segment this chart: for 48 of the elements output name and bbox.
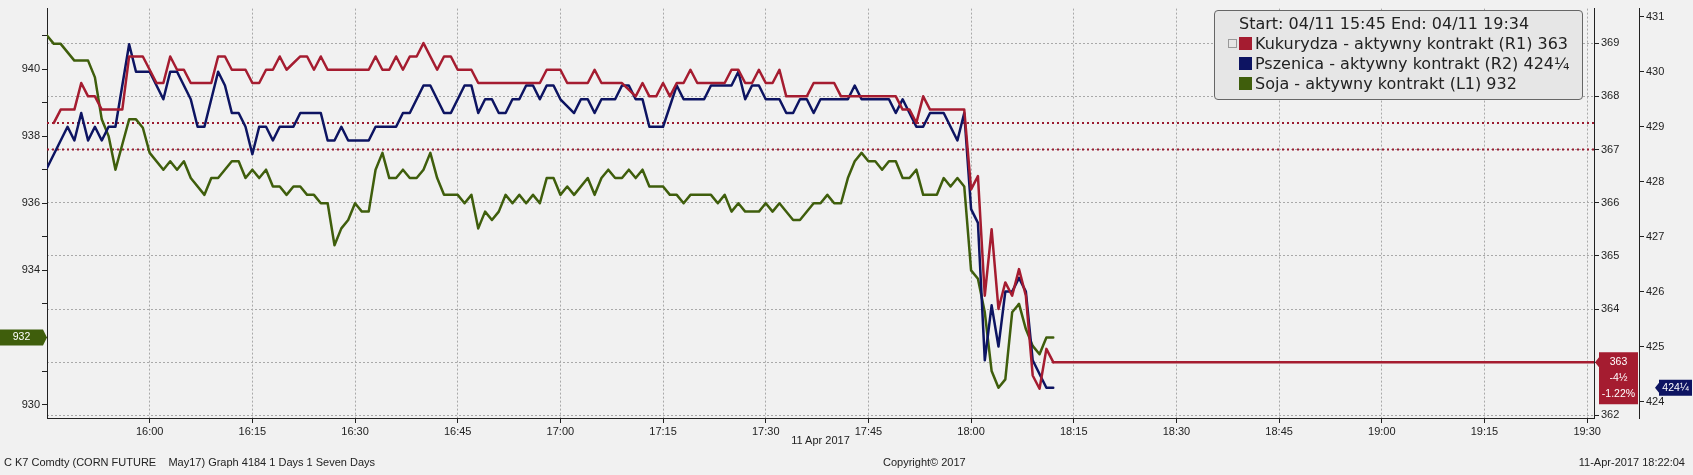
text: C K7 Comdty (CORN FUTURE May17) Graph 4184 1 Days 1 Seven Days bbox=[4, 456, 376, 468]
x-tick-label: 16:45 bbox=[443, 424, 472, 437]
x-tick-label: 18:45 bbox=[1265, 424, 1293, 437]
y2-tick-label: 365 bbox=[1601, 248, 1620, 261]
x-tick-label: 18:30 bbox=[1162, 424, 1191, 437]
text: 424¼ bbox=[1662, 380, 1689, 393]
text: 11-Apr-2017 18:22:04 bbox=[1578, 456, 1685, 468]
legend-title: Start: 04/11 15:45 End: 04/11 19:34 bbox=[1239, 13, 1531, 34]
y2-tick-label: 369 bbox=[1601, 36, 1620, 49]
x-tick-label: 19:00 bbox=[1368, 424, 1396, 437]
y2-tick-label: 368 bbox=[1601, 89, 1620, 102]
x-tick-label: 18:15 bbox=[1060, 424, 1088, 437]
text: 363 bbox=[1609, 355, 1628, 368]
x-tick-label: 16:30 bbox=[341, 424, 369, 437]
y2-tick-label: 364 bbox=[1601, 302, 1620, 315]
text: 932 bbox=[12, 330, 31, 343]
y2-tick-label: 362 bbox=[1601, 408, 1620, 421]
legend-label: Pszenica - aktywny kontrakt (R2) 424¼ bbox=[1254, 53, 1570, 74]
y3-tick-label: 430 bbox=[1646, 64, 1665, 77]
x-tick-label: 17:15 bbox=[649, 424, 677, 437]
y-tick-label: 930 bbox=[21, 397, 40, 410]
text: Copyright© 2017 bbox=[883, 456, 966, 468]
text: -4½ bbox=[1609, 371, 1628, 384]
y2-tick-label: 367 bbox=[1601, 142, 1620, 155]
y2-tick-label: 366 bbox=[1601, 195, 1620, 208]
x-tick-label: 17:00 bbox=[546, 424, 575, 437]
x-tick-label: 19:30 bbox=[1573, 424, 1601, 437]
x-tick-label: 19:15 bbox=[1470, 424, 1499, 437]
x-tick-label: 16:00 bbox=[135, 424, 164, 437]
x-tick-label: 18:00 bbox=[957, 424, 985, 437]
legend-label: Kukurydza - aktywny kontrakt (R1) 363 bbox=[1254, 33, 1569, 54]
y3-tick-label: 428 bbox=[1646, 174, 1665, 187]
y3-tick-label: 424 bbox=[1646, 394, 1665, 407]
x-tick-label: 17:30 bbox=[751, 424, 780, 437]
x-tick-label: 17:45 bbox=[854, 424, 883, 437]
y3-tick-label: 427 bbox=[1646, 229, 1665, 242]
y-tick-label: 938 bbox=[21, 129, 40, 142]
y3-tick-label: 431 bbox=[1646, 9, 1665, 22]
x-axis-title: 11 Apr 2017 bbox=[791, 434, 850, 447]
y3-tick-label: 426 bbox=[1646, 284, 1665, 297]
y-tick-label: 936 bbox=[21, 196, 40, 209]
legend-label: Soja - aktywny kontrakt (L1) 932 bbox=[1254, 73, 1518, 94]
y3-tick-label: 429 bbox=[1646, 119, 1665, 132]
y3-tick-label: 425 bbox=[1646, 339, 1665, 352]
y-tick-label: 934 bbox=[21, 263, 40, 276]
x-tick-label: 16:15 bbox=[238, 424, 267, 437]
y-tick-label: 940 bbox=[21, 62, 40, 75]
text: -1.22% bbox=[1601, 387, 1636, 400]
